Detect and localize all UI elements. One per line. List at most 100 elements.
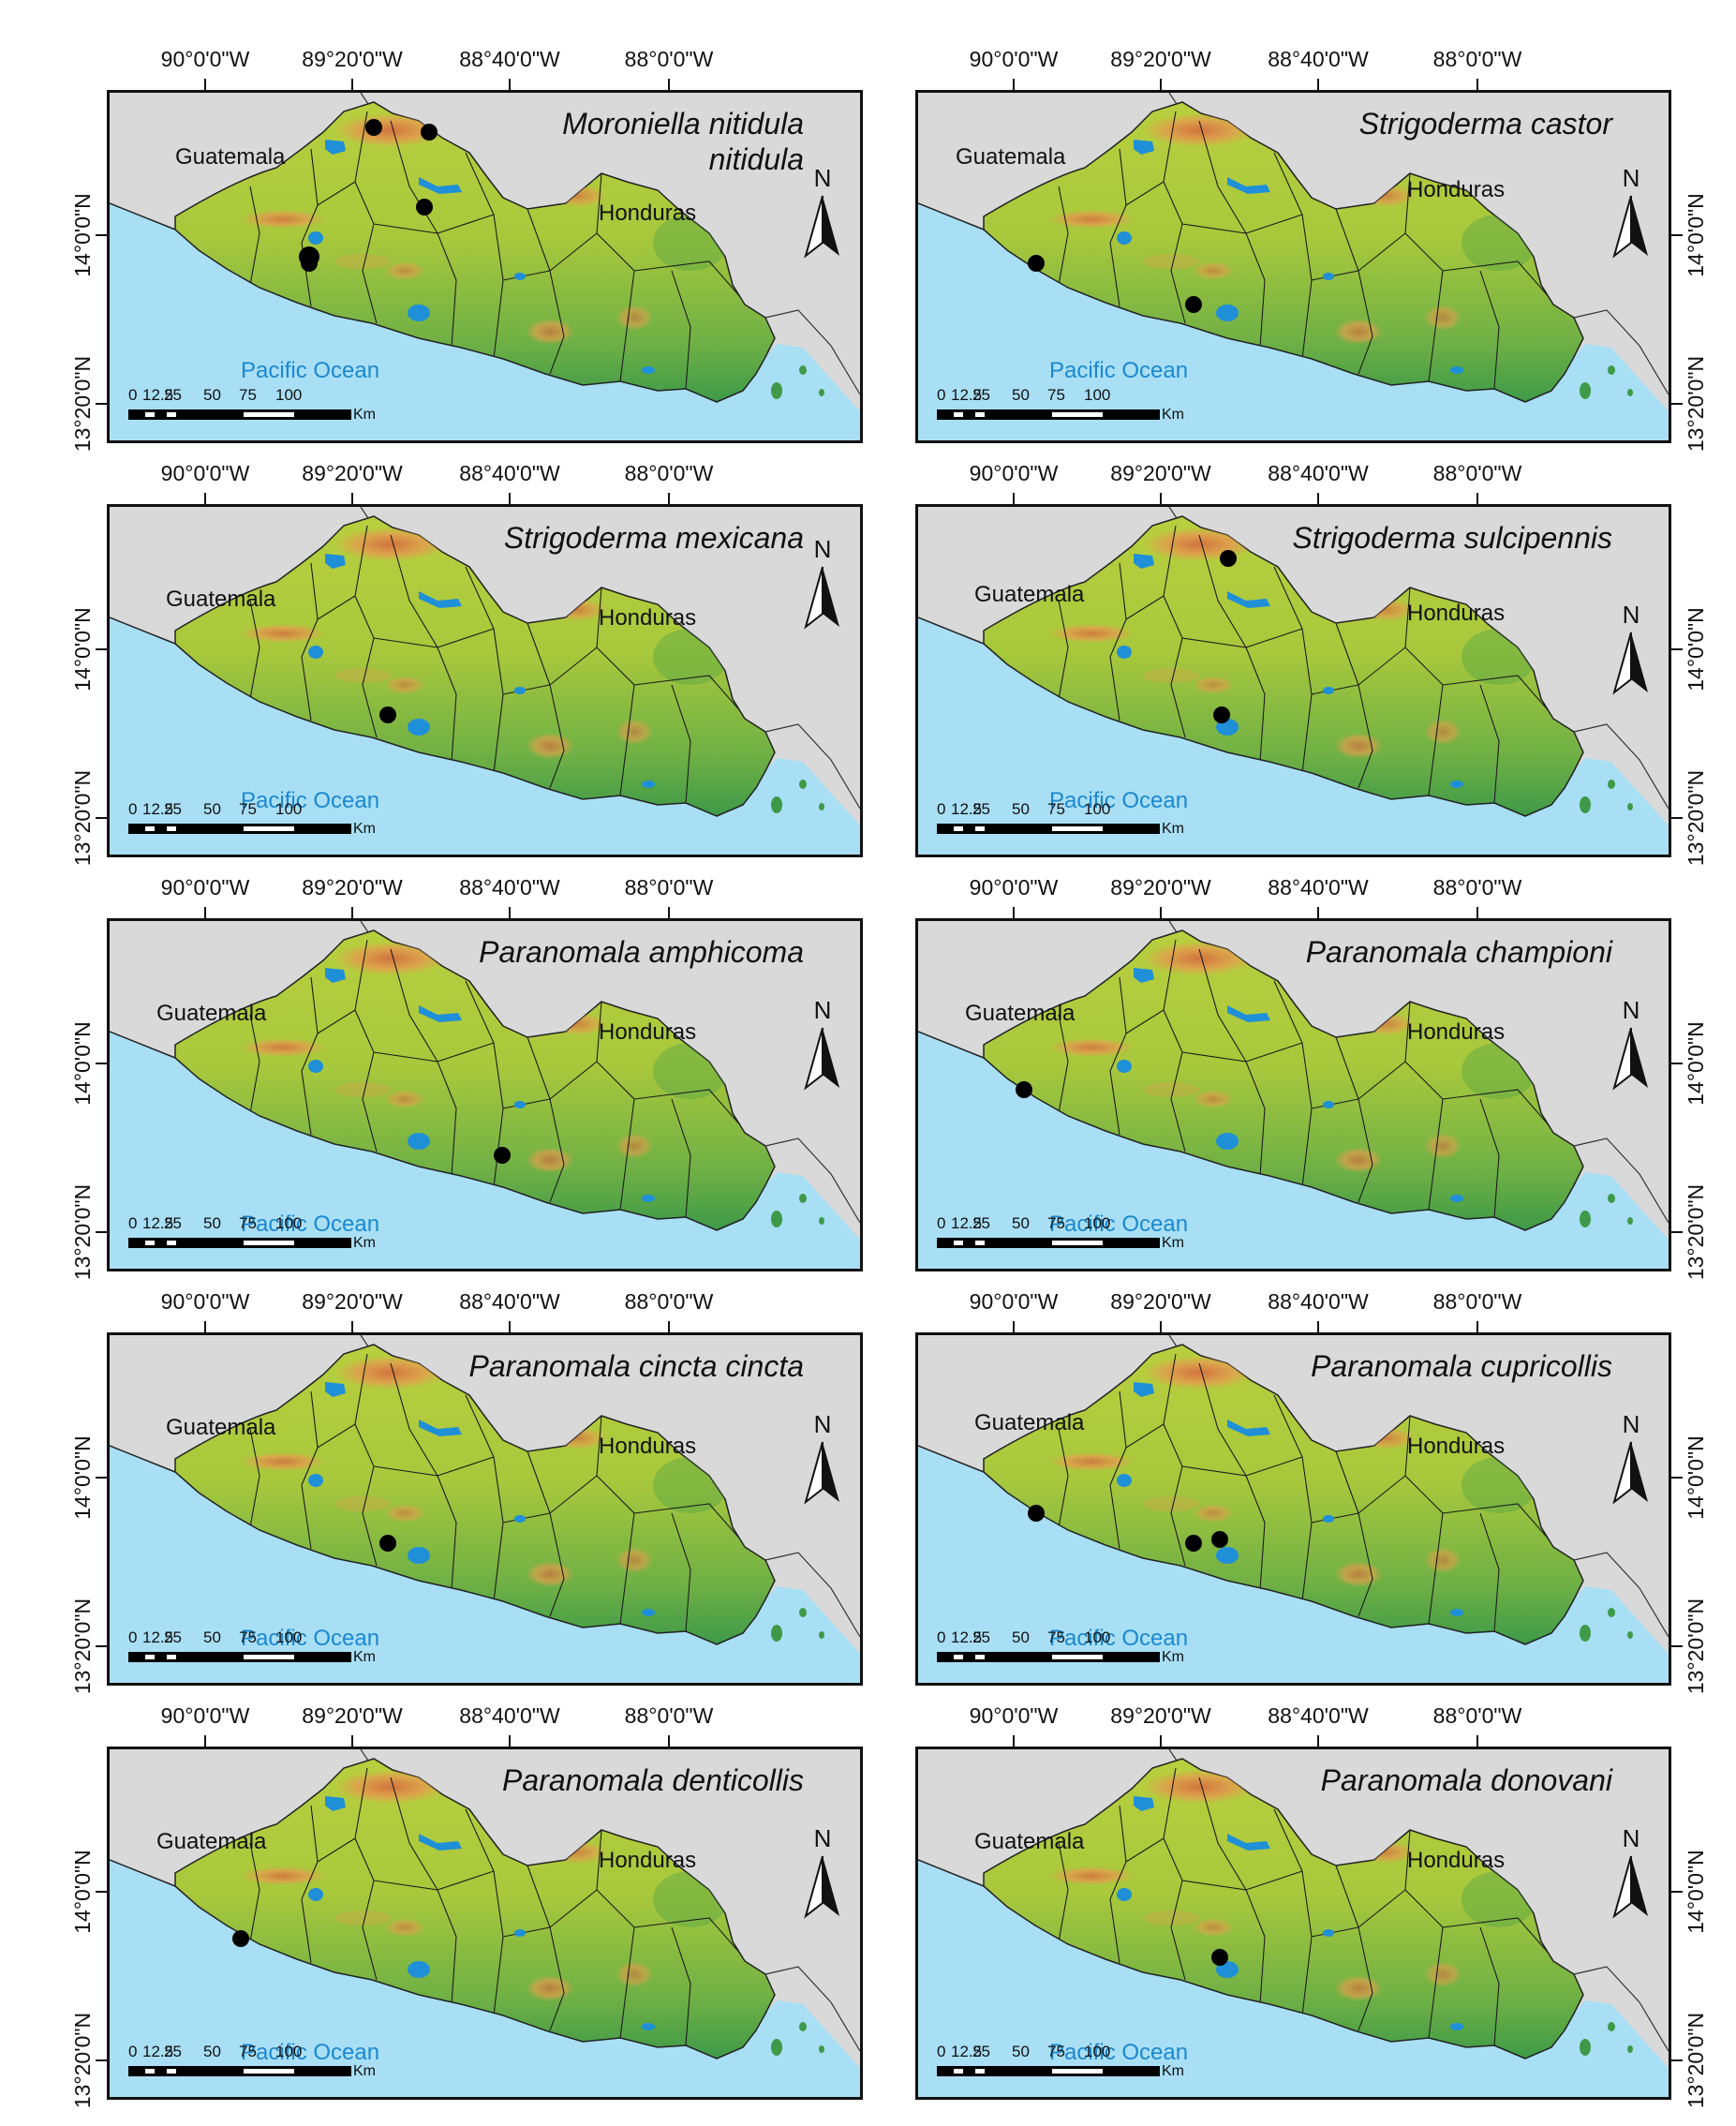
latitude-tick bbox=[1671, 817, 1683, 819]
scale-number: 0 bbox=[937, 1628, 946, 1646]
longitude-tick bbox=[1317, 1735, 1319, 1747]
scale-segment bbox=[1052, 412, 1103, 417]
map-panel: 90°0'0"W 89°20'0"W 88°40'0"W 88°0'0"W 14°0'0… bbox=[915, 1289, 1708, 1694]
scale-number: 50 bbox=[1012, 1628, 1030, 1646]
map-panel: 90°0'0"W 89°20'0"W 88°40'0"W 88°0'0"W 14°0'0… bbox=[915, 461, 1708, 866]
scale-segment bbox=[167, 412, 176, 417]
record-marker bbox=[379, 706, 396, 723]
scale-bar: 0 12.5 25 50 75 100 Km bbox=[937, 1214, 1184, 1256]
scale-number: 0 bbox=[937, 386, 946, 404]
latitude-tick bbox=[96, 817, 107, 819]
scale-bar-graphic bbox=[128, 1238, 351, 1248]
latitude-label: 13°20'0"N bbox=[70, 1598, 95, 1695]
north-arrow-right bbox=[823, 1028, 839, 1088]
longitude-label: 89°20'0"W bbox=[1110, 875, 1211, 899]
country-label-honduras: Honduras bbox=[599, 1019, 697, 1045]
country-label-guatemala: Guatemala bbox=[166, 587, 276, 612]
scale-segment bbox=[1052, 2069, 1103, 2074]
gulf-islands bbox=[771, 1194, 824, 1227]
scale-segment bbox=[244, 2069, 294, 2074]
longitude-label: 88°0'0"W bbox=[1432, 1703, 1522, 1728]
north-arrow-icon: N bbox=[1607, 164, 1655, 261]
scale-number: 25 bbox=[972, 1628, 990, 1646]
longitude-label: 88°40'0"W bbox=[459, 47, 560, 71]
north-letter: N bbox=[1623, 1824, 1640, 1852]
north-arrow-icon: N bbox=[798, 1410, 847, 1508]
species-name: Paranomala cupricollis bbox=[1311, 1349, 1612, 1383]
gulf-islands bbox=[1580, 2022, 1633, 2056]
scale-segment bbox=[244, 412, 294, 417]
lakes bbox=[1117, 140, 1463, 374]
species-name: Paranomala amphicoma bbox=[479, 935, 804, 969]
country-label-guatemala: Guatemala bbox=[956, 144, 1066, 170]
scale-segment bbox=[244, 1241, 294, 1245]
record-marker bbox=[1211, 1531, 1228, 1548]
scale-unit: Km bbox=[353, 407, 376, 423]
north-arrow-right bbox=[1631, 1856, 1648, 1916]
scale-unit: Km bbox=[353, 1235, 376, 1251]
scale-number: 0 bbox=[128, 1628, 138, 1646]
ocean-label: Pacific Ocean bbox=[241, 1626, 380, 1651]
scale-number: 75 bbox=[1047, 1628, 1065, 1646]
scale-number: 50 bbox=[1012, 2043, 1030, 2060]
scale-unit: Km bbox=[1162, 2063, 1184, 2079]
lakes bbox=[1117, 1382, 1463, 1616]
scale-bar: 0 12.5 25 50 75 100 Km bbox=[128, 2043, 376, 2084]
ocean-label: Pacific Ocean bbox=[241, 1212, 380, 1237]
latitude-tick bbox=[96, 2059, 107, 2061]
record-marker bbox=[1211, 1949, 1228, 1966]
latitude-label: 13°20'0"N bbox=[70, 2012, 95, 2109]
longitude-label: 89°20'0"W bbox=[302, 875, 403, 899]
longitude-label: 90°0'0"W bbox=[969, 1703, 1059, 1728]
longitude-tick bbox=[668, 1735, 670, 1747]
record-marker bbox=[1213, 706, 1230, 723]
north-letter: N bbox=[814, 164, 832, 192]
latitude-label: 13°20'0"N bbox=[1684, 769, 1708, 867]
scale-number: 75 bbox=[239, 2043, 257, 2060]
gulf-coastline bbox=[1573, 1137, 1669, 1224]
longitude-label: 89°20'0"W bbox=[1110, 47, 1211, 71]
record-marker bbox=[494, 1147, 511, 1164]
gulf-islands bbox=[1580, 1194, 1633, 1227]
longitude-label: 88°40'0"W bbox=[459, 1703, 560, 1728]
scale-bar-graphic bbox=[937, 824, 1160, 834]
record-marker bbox=[379, 1535, 396, 1552]
gulf-coastline bbox=[1573, 309, 1669, 395]
relief-map bbox=[918, 1335, 1669, 1683]
longitude-tick bbox=[1476, 79, 1478, 90]
north-arrow-left bbox=[1612, 1027, 1632, 1091]
north-arrow-icon: N bbox=[798, 535, 847, 632]
longitude-tick bbox=[351, 1321, 353, 1332]
scale-number: 12.5 bbox=[951, 1214, 983, 1232]
ocean-area bbox=[918, 1860, 1669, 2097]
country-label-honduras: Honduras bbox=[1407, 1019, 1506, 1045]
map-frame: Strigoderma sulcipennis Guatemala Honduras… bbox=[915, 504, 1671, 857]
scale-segment bbox=[145, 826, 155, 831]
longitude-label: 88°0'0"W bbox=[1432, 47, 1522, 71]
scale-bar-graphic bbox=[937, 1238, 1160, 1248]
department-boundaries bbox=[249, 1767, 743, 2046]
longitude-label: 88°0'0"W bbox=[624, 47, 714, 71]
department-boundaries bbox=[1058, 1767, 1551, 2046]
latitude-tick bbox=[96, 403, 107, 405]
department-boundaries bbox=[249, 525, 743, 804]
ocean-label: Pacific Ocean bbox=[1049, 1212, 1189, 1237]
longitude-label: 89°20'0"W bbox=[1110, 1703, 1211, 1728]
scale-segment bbox=[975, 826, 985, 831]
gulf-coastline bbox=[764, 309, 860, 395]
north-arrow-right bbox=[1631, 1028, 1648, 1088]
gulf-islands bbox=[1580, 780, 1633, 813]
north-arrow-left bbox=[1612, 1855, 1632, 1919]
scale-number: 12.5 bbox=[951, 1628, 983, 1646]
longitude-tick bbox=[351, 1735, 353, 1747]
scale-segment bbox=[954, 826, 963, 831]
coastline-line bbox=[918, 202, 985, 230]
longitude-tick bbox=[668, 79, 670, 90]
north-arrow-left bbox=[804, 1441, 823, 1505]
north-arrow-right bbox=[823, 1856, 839, 1916]
lakes bbox=[308, 1382, 655, 1616]
scale-segment bbox=[145, 412, 155, 417]
record-marker bbox=[1185, 296, 1202, 313]
north-letter: N bbox=[1623, 1410, 1640, 1438]
